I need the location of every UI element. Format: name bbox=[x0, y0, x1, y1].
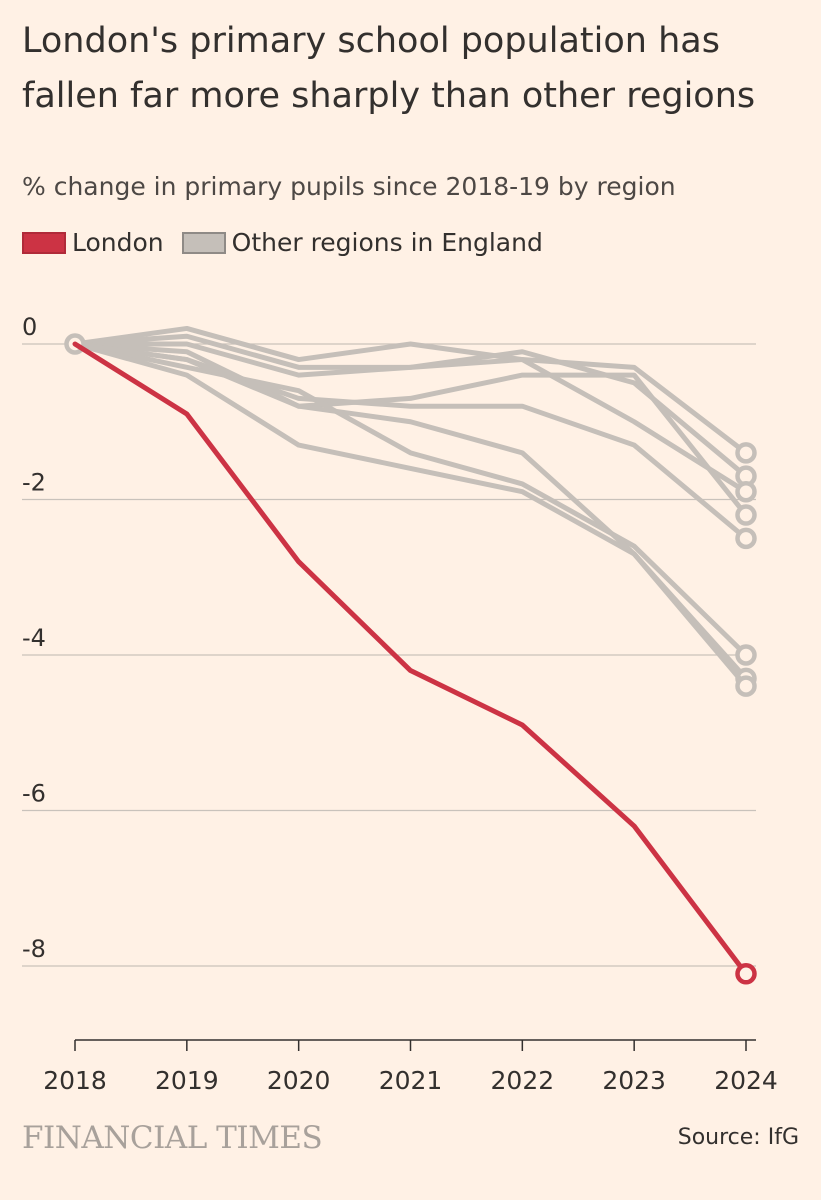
x-tick-label: 2019 bbox=[155, 1066, 219, 1095]
y-tick-label: 0 bbox=[22, 313, 37, 341]
legend-label-other: Other regions in England bbox=[231, 228, 543, 257]
end-marker-london bbox=[735, 963, 757, 985]
end-marker-other-region-e bbox=[735, 527, 757, 550]
series-line-london bbox=[72, 341, 749, 977]
series-line-other-region-c bbox=[72, 341, 749, 495]
series-line-other-region-f bbox=[72, 341, 749, 658]
legend-item-london: London bbox=[22, 228, 164, 257]
source-note: Source: IfG bbox=[677, 1125, 799, 1150]
x-tick-label: 2024 bbox=[714, 1066, 778, 1095]
legend: London Other regions in England bbox=[22, 228, 561, 257]
y-tick-label: -4 bbox=[22, 624, 46, 652]
line-chart: 2018 2019 2020 2021 2022 2023 2024 0 -2 -4 -6 -8 bbox=[22, 313, 778, 1095]
series-line-other-region-a bbox=[72, 325, 749, 456]
legend-item-other: Other regions in England bbox=[181, 228, 543, 257]
legend-label-london: London bbox=[72, 228, 164, 257]
x-tick-label: 2023 bbox=[602, 1066, 666, 1095]
end-marker-other-region-c bbox=[735, 480, 757, 503]
gridlines bbox=[22, 343, 756, 967]
series-line-other-region-h bbox=[72, 341, 749, 689]
y-tick-label: -6 bbox=[22, 780, 46, 808]
other-regions-series bbox=[64, 325, 757, 697]
end-marker-other-region-f bbox=[735, 644, 757, 666]
y-axis-labels: 0 -2 -4 -6 -8 bbox=[22, 313, 46, 963]
end-marker-other-region-d bbox=[735, 504, 757, 526]
legend-swatch-other bbox=[181, 231, 226, 254]
x-axis: 2018 2019 2020 2021 2022 2023 2024 bbox=[43, 1039, 778, 1095]
ft-logo: FINANCIAL TIMES bbox=[22, 1120, 323, 1156]
end-marker-other-region-h bbox=[735, 675, 757, 697]
x-tick-label: 2021 bbox=[379, 1066, 443, 1095]
x-tick-label: 2022 bbox=[491, 1066, 555, 1095]
chart-title: London's primary school population has f… bbox=[22, 21, 756, 116]
series-line-other-region-d bbox=[72, 341, 749, 518]
y-tick-label: -2 bbox=[22, 469, 46, 497]
end-marker-other-region-a bbox=[735, 442, 757, 464]
x-tick-label: 2020 bbox=[267, 1066, 331, 1095]
chart-subtitle: % change in primary pupils since 2018-19… bbox=[22, 172, 676, 201]
y-tick-label: -8 bbox=[22, 935, 46, 963]
legend-swatch-london bbox=[22, 231, 66, 254]
x-tick-label: 2018 bbox=[43, 1066, 107, 1095]
london-series bbox=[72, 341, 757, 985]
